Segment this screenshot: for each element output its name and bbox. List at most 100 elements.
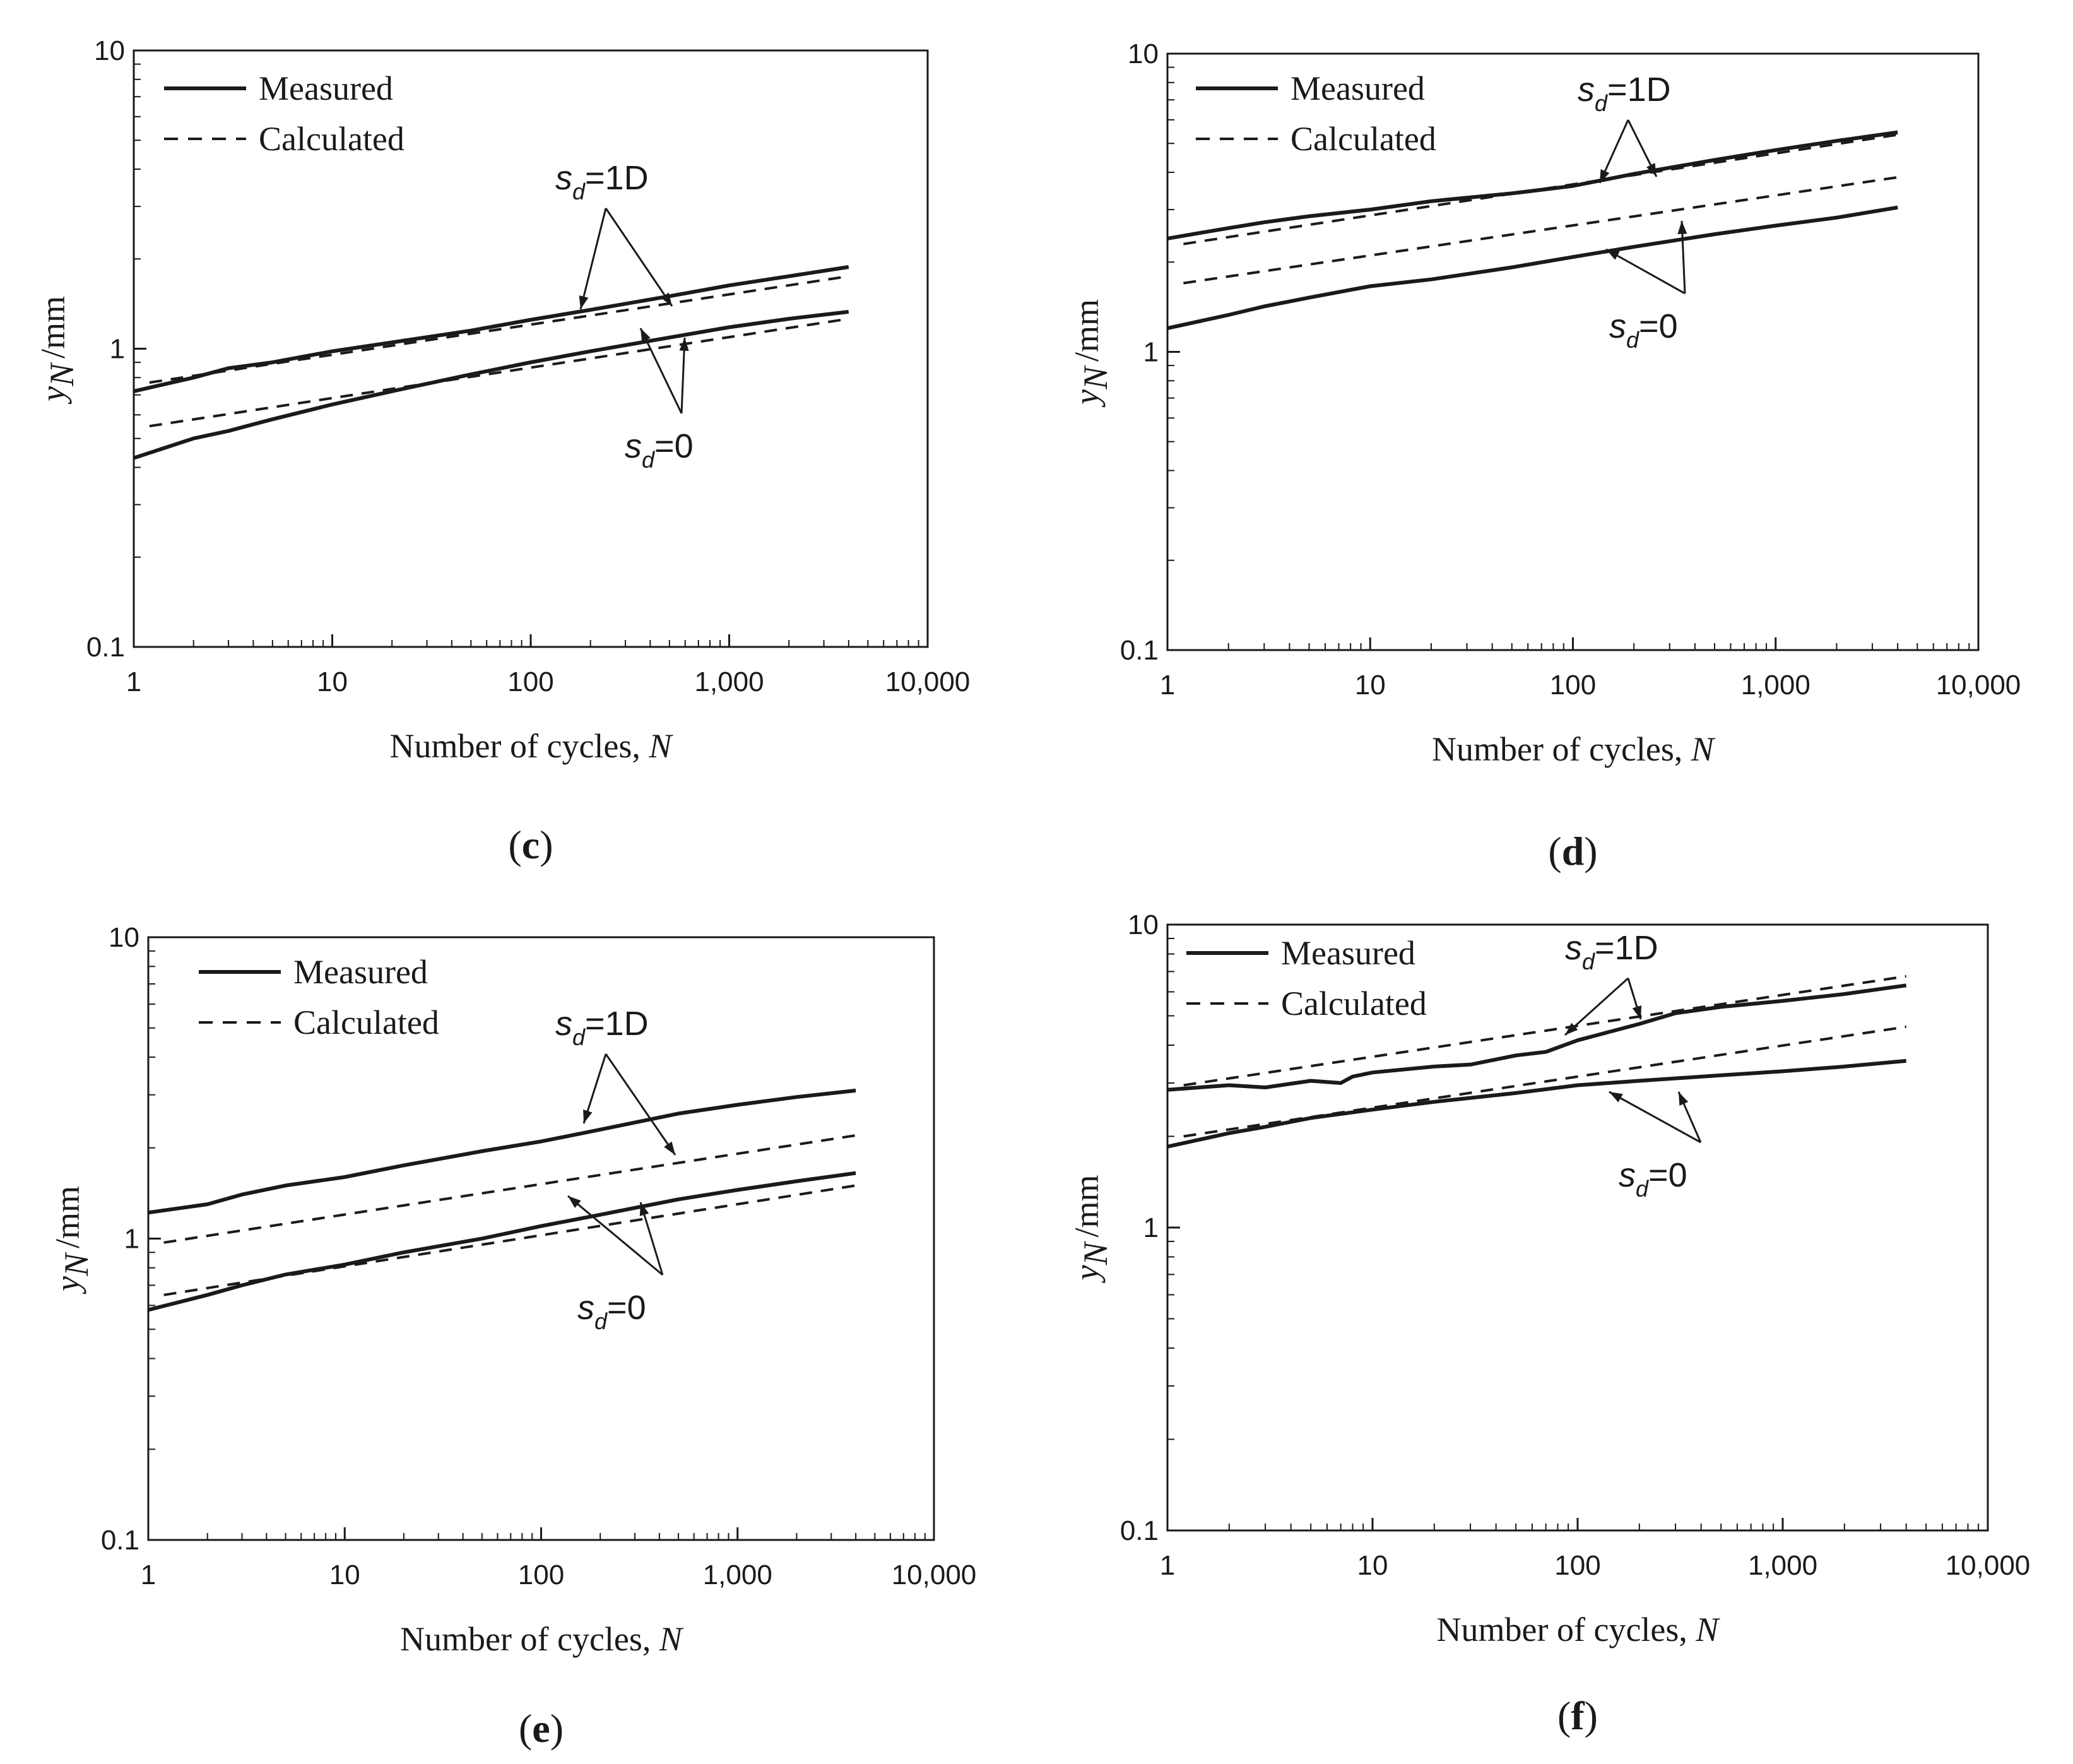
x-tick-label: 1,000	[1748, 1550, 1817, 1581]
panel-label-close: )	[1584, 829, 1597, 873]
panel-label-letter: f	[1571, 1693, 1585, 1738]
annotation-sub: d	[1595, 90, 1608, 116]
y-axis-title: yN/mm	[1068, 299, 1114, 408]
annotation-var: s	[1609, 307, 1626, 345]
panel-label-close: )	[550, 1706, 564, 1751]
panel-label-open: (	[1548, 829, 1561, 873]
arrow-head	[664, 1141, 675, 1155]
y-tick-label: 0.1	[101, 1525, 139, 1556]
y-tick-label: 10	[1128, 909, 1159, 940]
panel-label-open: (	[508, 822, 521, 867]
measured-line	[148, 1088, 856, 1215]
arrow-head	[1606, 249, 1620, 260]
y-axis-title-sub: N	[43, 362, 81, 387]
x-tick-label: 100	[1554, 1550, 1600, 1581]
y-tick-label: 0.1	[86, 632, 125, 663]
y-tick-label: 0.1	[1120, 635, 1159, 666]
x-axis-title-text: Number of cycles,	[1437, 1611, 1696, 1649]
x-tick-label: 1,000	[703, 1560, 772, 1590]
annotation-var: s	[577, 1289, 594, 1327]
y-axis-title-sub: N	[1077, 1241, 1114, 1266]
calculated-line	[149, 317, 849, 428]
x-axis-title-var: N	[659, 1620, 684, 1658]
panel-label-close: )	[1585, 1693, 1598, 1738]
measured-line	[133, 310, 849, 460]
annotation-var: s	[1619, 1156, 1636, 1194]
arrow-head	[641, 328, 651, 342]
annotation-label: sd=0	[625, 427, 694, 473]
annotation-label: sd=0	[577, 1289, 646, 1334]
x-tick-label: 100	[1550, 670, 1596, 701]
arrow-head	[1609, 1092, 1623, 1103]
annotation-arrow	[605, 208, 673, 307]
y-axis-title-unit: /mm	[49, 1186, 86, 1248]
annotation-arrow	[639, 328, 683, 414]
arrow-head	[583, 1110, 593, 1123]
measured-line	[1167, 983, 1907, 1092]
arrow-head	[1646, 163, 1657, 177]
panel-label-open: (	[519, 1706, 532, 1751]
arrow-head	[679, 338, 689, 351]
y-axis-title: yN/mm	[49, 1186, 95, 1294]
annotation-value: =0	[1648, 1156, 1687, 1194]
y-tick-label: 10	[1128, 38, 1159, 69]
legend-label: Calculated	[1281, 985, 1427, 1022]
annotation-label: sd=1D	[555, 1005, 649, 1050]
arrow-head	[1677, 221, 1687, 234]
y-axis-title-unit: /mm	[34, 296, 72, 358]
x-tick-label: 100	[518, 1560, 564, 1590]
annotation-var: s	[1578, 71, 1595, 109]
annotation-sub: d	[572, 179, 586, 204]
y-axis-title-unit: /mm	[1068, 1175, 1106, 1237]
x-tick-label: 1	[1160, 1550, 1175, 1581]
annotation-value: =1D	[1595, 929, 1658, 967]
annotation-arrow	[1609, 1091, 1701, 1144]
arrow-head	[568, 1196, 581, 1209]
annotation-label: sd=1D	[1565, 929, 1658, 974]
measured-line	[1167, 205, 1898, 331]
y-axis-title-unit: /mm	[1068, 299, 1106, 362]
y-axis-title-var: y	[1068, 389, 1106, 408]
x-tick-label: 1	[141, 1560, 156, 1590]
annotation-value: =1D	[585, 1005, 649, 1043]
measured-line	[133, 265, 849, 393]
y-axis-title-var: y	[34, 386, 72, 405]
x-tick-label: 1,000	[694, 666, 764, 697]
x-axis-title-text: Number of cycles,	[1432, 730, 1691, 768]
annotation-value: =1D	[585, 159, 649, 197]
x-tick-label: 10,000	[1946, 1550, 2031, 1581]
y-axis-title-sub: N	[57, 1252, 95, 1277]
legend-label: Calculated	[1290, 120, 1436, 158]
legend-label: Measured	[1290, 69, 1425, 107]
x-axis-title-text: Number of cycles,	[390, 727, 649, 765]
x-tick-label: 1	[1160, 670, 1175, 701]
panel-label-letter: c	[522, 822, 540, 867]
calculated-line	[1183, 1025, 1906, 1138]
annotation-var: s	[625, 427, 642, 465]
x-axis-title-var: N	[648, 727, 673, 765]
y-tick-label: 1	[1143, 337, 1159, 368]
annotation-label: sd=0	[1619, 1156, 1687, 1202]
y-axis-title-var: y	[49, 1276, 86, 1294]
arrow-head	[579, 295, 589, 309]
annotation-sub: d	[1636, 1176, 1649, 1202]
plot-frame	[133, 49, 929, 648]
x-tick-label: 10	[1357, 1550, 1388, 1581]
annotation-arrow	[579, 208, 607, 310]
x-tick-label: 10	[329, 1560, 360, 1590]
arrow-head	[661, 292, 672, 306]
x-axis-title: Number of cycles, N	[390, 727, 674, 765]
annotation-label: sd=1D	[1578, 71, 1671, 116]
annotation-arrow	[1605, 248, 1686, 295]
y-axis-title: yN/mm	[34, 296, 81, 405]
annotation-arrow	[605, 1053, 676, 1156]
arrow-head	[639, 1202, 649, 1216]
plot-frame	[147, 936, 935, 1541]
x-tick-label: 10	[317, 666, 348, 697]
x-tick-label: 100	[507, 666, 553, 697]
legend-label: Calculated	[293, 1003, 439, 1041]
